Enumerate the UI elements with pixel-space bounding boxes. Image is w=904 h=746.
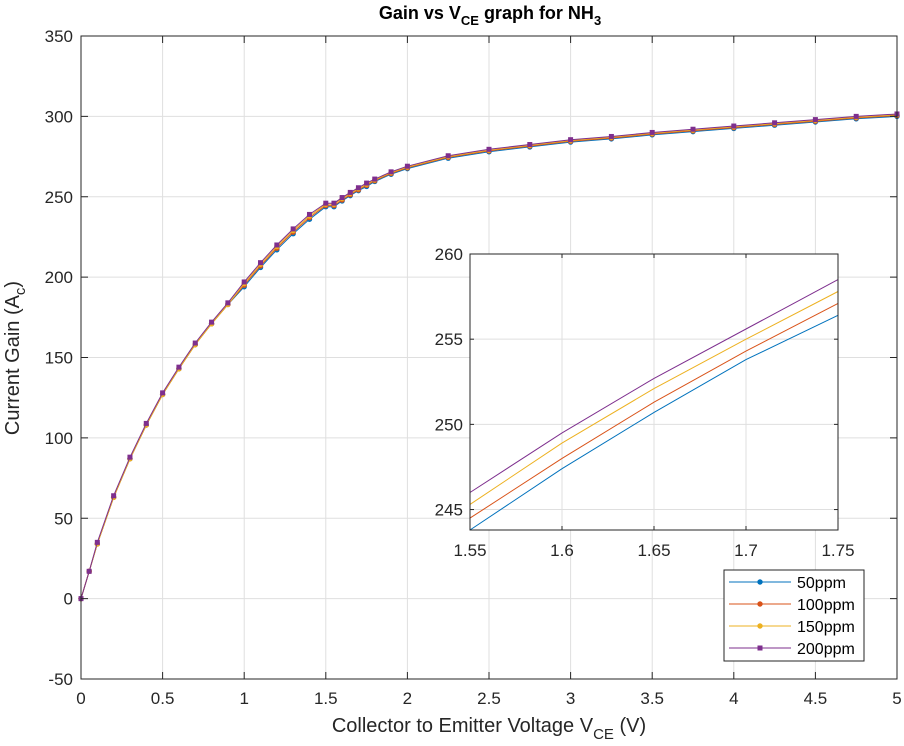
data-point-200ppm (853, 113, 859, 119)
inset-x-tick-label: 1.65 (637, 541, 670, 560)
x-tick-label: 1 (239, 689, 248, 708)
x-tick-label: 4.5 (804, 689, 828, 708)
x-axis-label: Collector to Emitter Voltage VCE (V) (332, 715, 646, 743)
data-point-200ppm (568, 137, 574, 143)
inset-y-tick-label: 245 (435, 501, 463, 520)
data-point-200ppm (372, 176, 378, 182)
inset-series-line-150ppm (469, 291, 839, 505)
data-point-200ppm (347, 189, 353, 195)
data-point-200ppm (486, 146, 492, 152)
inset-series-line-200ppm (469, 279, 839, 493)
data-point-200ppm (225, 300, 231, 306)
x-tick-label: 3 (566, 689, 575, 708)
data-point-200ppm (160, 390, 166, 396)
x-tick-label: 1.5 (314, 689, 338, 708)
legend-swatch-marker (757, 645, 763, 651)
inset-x-tick-label: 1.6 (550, 541, 574, 560)
data-point-200ppm (94, 539, 100, 545)
inset-y-tick-label: 255 (435, 330, 463, 349)
data-point-200ppm (331, 200, 337, 206)
legend-label: 100ppm (797, 597, 855, 614)
legend-swatch-marker (757, 579, 763, 585)
inset-x-tick-label: 1.75 (821, 541, 854, 560)
x-tick-label: 4 (729, 689, 738, 708)
data-point-200ppm (323, 200, 329, 206)
x-tick-label: 2 (403, 689, 412, 708)
data-point-200ppm (812, 117, 818, 123)
inset-y-tick-label: 250 (435, 415, 463, 434)
inset-x-tick-label: 1.7 (734, 541, 758, 560)
x-tick-label: 0 (76, 689, 85, 708)
x-tick-label: 5 (892, 689, 901, 708)
x-tick-label: 0.5 (151, 689, 175, 708)
inset-plot-area (469, 279, 839, 531)
legend-label: 150ppm (797, 619, 855, 636)
data-point-200ppm (445, 153, 451, 159)
data-point-200ppm (527, 142, 533, 148)
y-axis-label: Current Gain (Ac) (2, 281, 29, 435)
main-plot-area (78, 111, 900, 602)
data-point-200ppm (274, 242, 280, 248)
data-point-200ppm (364, 180, 370, 186)
legend-label: 50ppm (797, 575, 846, 592)
legend-box (723, 569, 865, 662)
data-point-200ppm (176, 364, 182, 370)
data-point-200ppm (290, 226, 296, 232)
inset-series-line-100ppm (469, 302, 839, 519)
data-point-200ppm (258, 260, 264, 266)
data-point-200ppm (339, 195, 345, 201)
y-tick-label: 100 (45, 429, 73, 448)
inset-x-tick-label: 1.55 (453, 541, 486, 560)
y-tick-label: 300 (45, 107, 73, 126)
data-point-200ppm (143, 420, 149, 426)
chart-title: Gain vs VCE graph for NH3 (379, 3, 601, 28)
main-axis-ticks: 0 0.5 1 1.5 2 2.5 3 3.5 4 4.5 5-500501001502002503… (45, 27, 902, 708)
y-tick-label: 250 (45, 188, 73, 207)
data-point-200ppm (355, 185, 361, 191)
data-point-200ppm (388, 169, 394, 175)
y-tick-label: 350 (45, 27, 73, 46)
data-point-200ppm (649, 129, 655, 135)
data-point-200ppm (209, 319, 215, 325)
data-point-200ppm (127, 454, 133, 460)
y-tick-label: 0 (64, 590, 73, 609)
inset-axis-ticks: 1.55 1.6 1.65 1.7 1.75 245 250 255 260 (435, 245, 855, 560)
inset-y-tick-label: 260 (435, 245, 463, 264)
y-tick-label: 200 (45, 268, 73, 287)
data-point-200ppm (690, 126, 696, 132)
x-tick-label: 3.5 (640, 689, 664, 708)
legend: 50ppm 100ppm 150ppm 200ppm (723, 569, 865, 662)
data-point-200ppm (241, 279, 247, 285)
data-point-200ppm (731, 123, 737, 129)
legend-swatch-marker (757, 601, 763, 607)
inset-series-line-50ppm (469, 314, 839, 531)
data-point-200ppm (404, 163, 410, 169)
legend-label: 200ppm (797, 641, 855, 658)
x-tick-label: 2.5 (477, 689, 501, 708)
y-tick-label: 50 (54, 509, 73, 528)
data-point-200ppm (86, 568, 92, 574)
data-point-200ppm (772, 120, 778, 126)
data-point-200ppm (608, 133, 614, 139)
y-tick-label: -50 (48, 670, 73, 689)
data-point-200ppm (306, 211, 312, 217)
data-point-200ppm (111, 493, 117, 499)
y-tick-label: 150 (45, 349, 73, 368)
data-point-200ppm (192, 340, 198, 346)
legend-swatch-marker (757, 623, 763, 629)
